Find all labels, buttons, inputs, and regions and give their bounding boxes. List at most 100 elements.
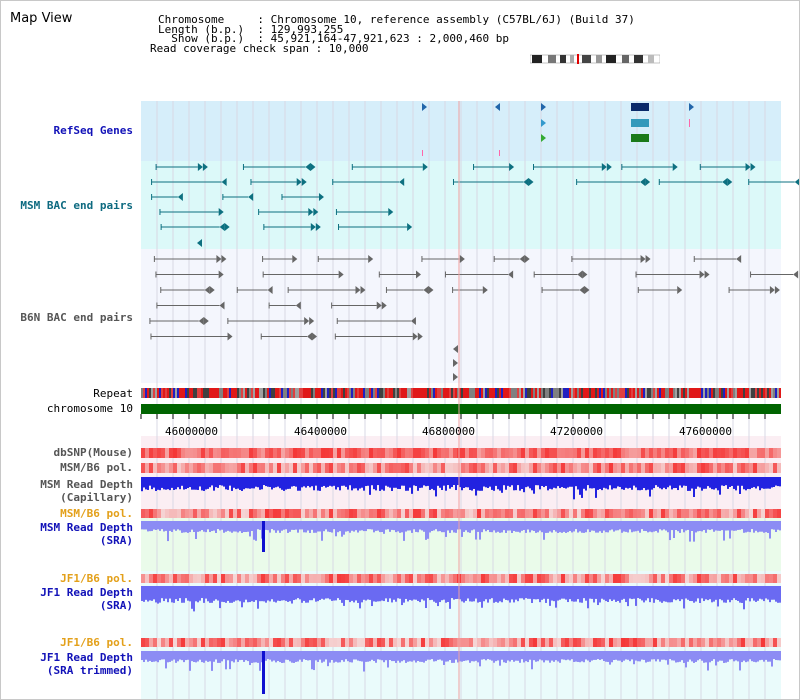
msm-sra-depth-bar xyxy=(573,521,575,532)
msm-sra-depth-bar xyxy=(371,521,373,530)
msm-capillary-depth-bar xyxy=(235,477,237,490)
repeat-segment xyxy=(771,388,773,398)
jf1-pol-heat-cell xyxy=(333,574,337,583)
msm-capillary-depth-bar xyxy=(607,477,609,490)
jf1-sra-depth-bar xyxy=(425,586,427,609)
msm-sra-depth-bar xyxy=(537,521,539,533)
msm-capillary-depth-bar xyxy=(637,477,639,491)
msm-pol-heat-cell xyxy=(637,463,641,473)
dbsnp-heat-cell xyxy=(497,448,501,458)
msm-capillary-depth-bar xyxy=(363,477,365,491)
msm-capillary-depth-bar xyxy=(605,477,607,489)
jf1-trim-depth-bar xyxy=(709,651,711,663)
msm-sra-depth-bar xyxy=(451,521,453,531)
jf1-pol-heat-cell xyxy=(441,574,445,583)
msm-pol-sra-heat-cell xyxy=(229,509,233,518)
msm-capillary-depth-bar xyxy=(613,477,615,489)
repeat-segment xyxy=(585,388,587,398)
msm-capillary-depth-bar xyxy=(449,477,451,489)
jf1-trim-depth-bar xyxy=(689,651,691,660)
msm-capillary-depth-bar xyxy=(419,477,421,488)
msm-sra-depth-bar xyxy=(693,521,695,542)
jf1-sra-depth-bar xyxy=(327,586,329,599)
msm-sra-depth-bar-spike xyxy=(262,521,265,552)
jf1-sra-depth-bar xyxy=(403,586,405,603)
msm-capillary-depth-bar xyxy=(467,477,469,488)
jf1-pol-heat-cell xyxy=(217,574,221,583)
refseq-genes-features[interactable] xyxy=(422,103,694,156)
msm-pol-sra-heat-cell xyxy=(629,509,633,518)
repeat-segment xyxy=(179,388,181,398)
jf1-trim-depth-bar xyxy=(601,651,603,660)
msm-capillary-depth-bar xyxy=(555,477,557,489)
msm-capillary-depth-bar xyxy=(403,477,405,486)
b6n-bac-arrow xyxy=(216,255,222,263)
dbsnp-heat-cell xyxy=(305,448,309,458)
msm-sra-depth-bar xyxy=(533,521,535,531)
msm-capillary-depth-bar xyxy=(233,477,235,488)
msm-pol-sra-heat-cell xyxy=(161,509,165,518)
jf1-sra-depth-bar xyxy=(275,586,277,603)
repeat-segment xyxy=(759,388,761,398)
repeat-segment xyxy=(451,388,453,398)
msm-pol-sra-heat-cell xyxy=(549,509,553,518)
jf1-pol-heat-cell xyxy=(609,574,613,583)
jf1-trim-depth-bar xyxy=(295,651,297,662)
jf1-pol-trim-heat-cell xyxy=(437,638,441,647)
msm-capillary-depth-bar xyxy=(717,477,719,491)
msm-sra-depth-bar xyxy=(307,521,309,531)
jf1-trim-depth-bar xyxy=(385,651,387,661)
msm-bac-features[interactable] xyxy=(151,163,799,247)
jf1-pol-trim-heat-cell xyxy=(689,638,693,647)
msm-pol-heat-cell xyxy=(305,463,309,473)
msm-sra-depth-bar xyxy=(767,521,769,533)
msm-sra-depth-bar xyxy=(555,521,557,532)
msm-pol-sra-heat-cell xyxy=(541,509,545,518)
msm-bac-arrow xyxy=(399,178,405,186)
msm-capillary-depth-bar xyxy=(351,477,353,491)
jf1-sra-depth-bar xyxy=(757,586,759,601)
msm-pol-heat-cell xyxy=(405,463,409,473)
msm-pol-sra-heat-cell xyxy=(333,509,337,518)
jf1-sra-depth-bar xyxy=(273,586,275,602)
msm-sra-depth-bar xyxy=(177,521,179,530)
msm-bac-arrow xyxy=(794,178,799,186)
jf1-pol-heat-cell xyxy=(157,574,161,583)
msm-capillary-depth-bar xyxy=(387,477,389,487)
msm-sra-depth-bar xyxy=(203,521,205,532)
msm-sra-depth-bar xyxy=(727,521,729,531)
refseq-gene-arrow xyxy=(541,119,546,127)
repeat-segment xyxy=(473,388,475,398)
msm-capillary-depth-bar xyxy=(179,477,181,490)
msm-pol-heat-cell xyxy=(493,463,497,473)
chromosome-ideogram[interactable] xyxy=(530,54,660,64)
jf1-pol-trim-heat-cell xyxy=(657,638,661,647)
dbsnp-heat-cell xyxy=(605,448,609,458)
read-depth-tracks xyxy=(141,477,781,694)
msm-pol-heat-cell xyxy=(177,463,181,473)
b6n-bac-arrow xyxy=(218,270,224,279)
repeat-segment xyxy=(437,388,439,398)
msm-sra-depth-bar xyxy=(545,521,547,533)
dbsnp-heat-cell xyxy=(365,448,369,458)
msm-sra-depth-bar xyxy=(345,521,347,532)
msm-pol-heat-cell xyxy=(529,463,533,473)
msm-pol-heat-cell xyxy=(209,463,213,473)
b6n-bac-features[interactable] xyxy=(149,255,799,381)
jf1-trim-depth-bar xyxy=(269,651,271,660)
dbsnp-heat-cell xyxy=(669,448,673,458)
jf1-trim-depth-bar xyxy=(743,651,745,661)
dbsnp-heat-cell xyxy=(161,448,165,458)
msm-capillary-depth-bar xyxy=(281,477,283,490)
repeat-segment xyxy=(255,388,257,398)
jf1-sra-depth-bar xyxy=(687,586,689,600)
msm-sra-depth-bar xyxy=(621,521,623,533)
msm-sra-depth-bar xyxy=(657,521,659,533)
msm-capillary-depth-bar xyxy=(151,477,153,490)
jf1-pol-heat-cell xyxy=(629,574,633,583)
msm-capillary-depth-bar xyxy=(261,477,263,490)
msm-bac-arrow xyxy=(318,193,324,201)
msm-capillary-depth-bar xyxy=(765,477,767,489)
jf1-sra-depth-bar xyxy=(659,586,661,602)
